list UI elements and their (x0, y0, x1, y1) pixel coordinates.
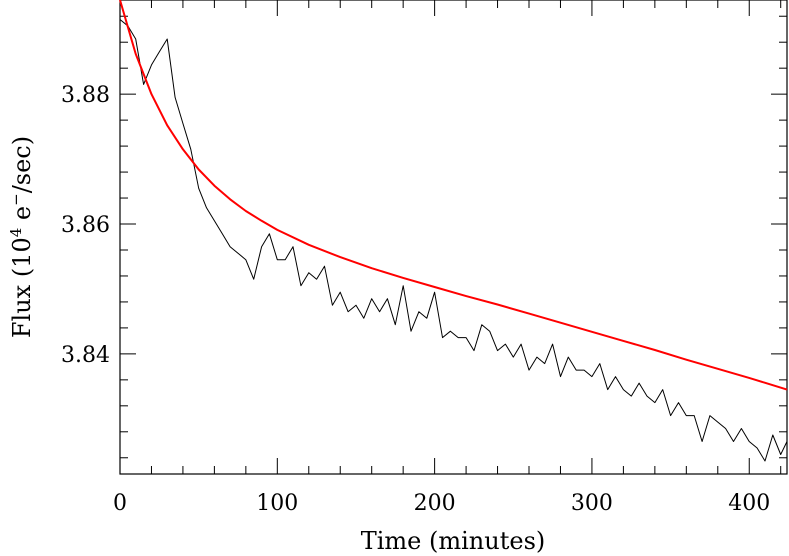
data-lines (119, 0, 788, 462)
y-tick-label: 3.86 (61, 213, 110, 238)
fit-curve-line (119, 0, 788, 391)
x-tick-label: 200 (414, 491, 456, 516)
x-tick-label: 100 (256, 491, 298, 516)
x-axis-label: Time (minutes) (361, 527, 546, 555)
x-tick-label: 300 (571, 491, 613, 516)
x-tick-label: 0 (113, 491, 127, 516)
y-tick-label: 3.84 (61, 343, 110, 368)
plot-frame (119, 0, 788, 475)
tick-labels: 0 100 200 300 400 3.84 3.86 3.88 (61, 83, 770, 516)
y-label-prefix: Flux (10 (8, 237, 36, 338)
y-label-unit: e (8, 206, 36, 228)
axis-ticks (119, 0, 787, 474)
y-label-sup-charge: − (7, 193, 25, 206)
y-label-suffix: /sec) (8, 136, 36, 193)
flux-data-line (119, 19, 788, 462)
x-tick-label: 400 (728, 491, 770, 516)
y-tick-label: 3.88 (61, 83, 110, 108)
y-label-sup-exponent: 4 (7, 228, 25, 238)
y-axis-label: Flux (104 e−/sec) (7, 136, 36, 338)
